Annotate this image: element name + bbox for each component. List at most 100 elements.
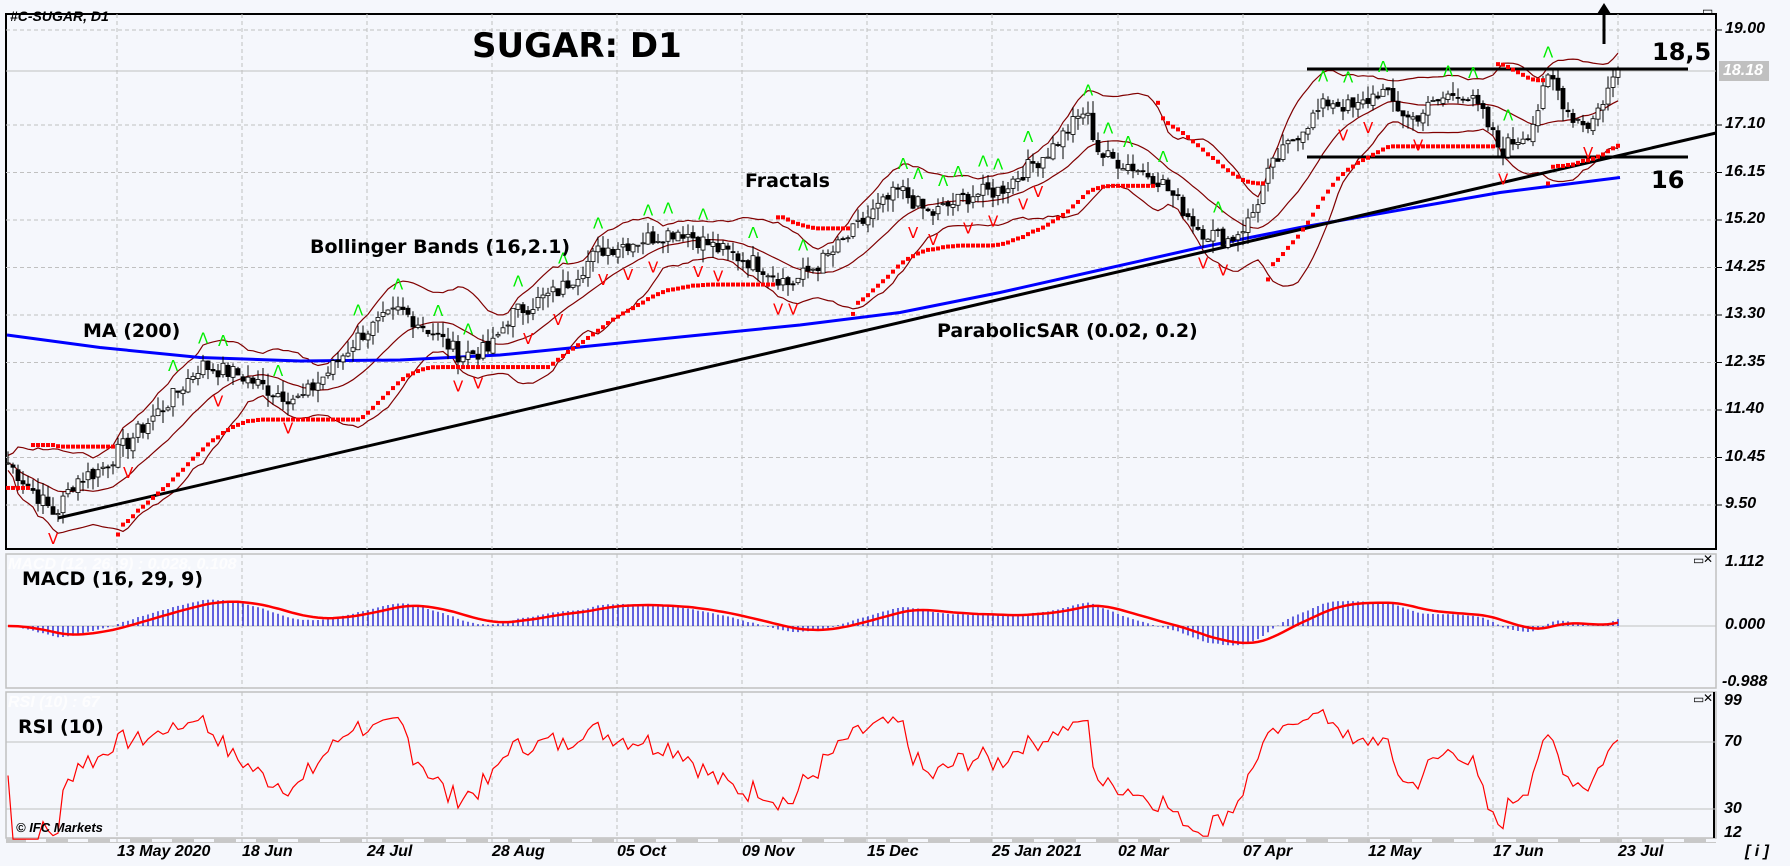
sar-dot bbox=[281, 417, 285, 422]
scrollbar-gap bbox=[1160, 839, 1180, 842]
sar-dot bbox=[681, 285, 685, 290]
candle-body bbox=[810, 268, 816, 271]
sar-dot bbox=[46, 443, 50, 448]
scrollbar-gap bbox=[1454, 839, 1474, 842]
candle-body bbox=[210, 369, 216, 372]
time-tick: 05 Oct bbox=[617, 843, 666, 860]
candle-body bbox=[815, 267, 821, 272]
info-button[interactable]: [ i ] bbox=[1745, 843, 1769, 860]
bollinger-lower bbox=[7, 121, 1619, 534]
candle-body bbox=[1515, 142, 1521, 145]
candle-body bbox=[1110, 151, 1116, 159]
sar-dot bbox=[646, 297, 650, 302]
fractal-down-icon: V bbox=[988, 213, 999, 231]
sar-dot bbox=[1246, 179, 1250, 184]
candle-body bbox=[385, 309, 391, 315]
fractal-down-icon: V bbox=[553, 311, 564, 329]
sar-dot bbox=[1166, 121, 1170, 126]
rsi-panel-frame bbox=[5, 691, 1717, 839]
scrollbar-gap bbox=[1496, 839, 1516, 842]
sar-dot bbox=[1216, 159, 1220, 164]
candle-body bbox=[1405, 114, 1411, 118]
candle-body bbox=[1290, 139, 1296, 142]
sar-dot bbox=[1611, 146, 1615, 151]
candle-body bbox=[1350, 97, 1356, 108]
sar-dot bbox=[1571, 162, 1575, 167]
macd-close-icon[interactable]: ✕ bbox=[1703, 552, 1714, 566]
candle-body bbox=[175, 390, 181, 393]
time-tick: 13 May 2020 bbox=[117, 843, 211, 860]
bollinger-middle bbox=[7, 100, 1619, 493]
sar-dot bbox=[556, 357, 560, 362]
candle-body bbox=[1545, 74, 1551, 88]
fractal-down-icon: V bbox=[598, 271, 609, 289]
sar-dot bbox=[731, 282, 735, 287]
candle-body bbox=[470, 350, 476, 355]
macd-maximize-icon[interactable]: ▭ bbox=[1693, 553, 1705, 567]
candle-body bbox=[415, 324, 421, 328]
sar-dot bbox=[331, 417, 335, 422]
rsi-maximize-icon[interactable]: ▭ bbox=[1693, 692, 1705, 706]
fractal-up-icon: Λ bbox=[1443, 63, 1454, 81]
sar-dot bbox=[1416, 144, 1420, 149]
candle-body bbox=[610, 249, 616, 255]
sar-dot bbox=[1306, 220, 1310, 225]
maximize-icon[interactable]: ▭ bbox=[1702, 4, 1714, 18]
sar-dot bbox=[1111, 183, 1115, 188]
scrollbar-gap bbox=[1034, 839, 1054, 842]
candle-body bbox=[805, 265, 811, 272]
sar-dot bbox=[1176, 127, 1180, 132]
candle-body bbox=[1075, 115, 1081, 119]
sar-dot bbox=[471, 365, 475, 370]
sar-dot bbox=[41, 443, 45, 448]
sar-dot bbox=[1596, 154, 1600, 159]
candle-body bbox=[865, 216, 871, 226]
current-price-badge: 18.18 bbox=[1719, 61, 1770, 81]
sar-dot bbox=[791, 220, 795, 225]
candle-body bbox=[750, 255, 756, 271]
sar-dot bbox=[996, 242, 1000, 247]
sar-dot bbox=[291, 417, 295, 422]
fractal-down-icon: V bbox=[283, 419, 294, 437]
sar-dot bbox=[1026, 232, 1030, 237]
sar-dot bbox=[271, 417, 275, 422]
sar-dot bbox=[346, 417, 350, 422]
sar-dot bbox=[781, 215, 785, 220]
rsi-close-icon[interactable]: ✕ bbox=[1703, 691, 1714, 705]
sar-dot bbox=[871, 288, 875, 293]
sar-dot bbox=[31, 443, 35, 448]
sar-dot bbox=[946, 244, 950, 249]
candle-body bbox=[275, 393, 281, 398]
sar-dot bbox=[266, 417, 270, 422]
sar-dot bbox=[691, 283, 695, 288]
fractal-down-icon: V bbox=[1198, 255, 1209, 273]
candle-body bbox=[370, 321, 376, 336]
candle-body bbox=[65, 489, 71, 495]
candle-body bbox=[310, 382, 316, 391]
sar-dot bbox=[211, 438, 215, 443]
sar-dot bbox=[1356, 160, 1360, 165]
sar-dot bbox=[126, 519, 130, 524]
candle-body bbox=[30, 488, 36, 491]
candle-body bbox=[940, 203, 946, 205]
symbol-label: #C-SUGAR, D1 bbox=[10, 8, 109, 24]
candle-body bbox=[95, 469, 101, 478]
candle-body bbox=[990, 187, 996, 198]
fractal-up-icon: Λ bbox=[1378, 58, 1389, 76]
sar-dot bbox=[1376, 150, 1380, 155]
candle-body bbox=[1330, 103, 1336, 109]
candle-body bbox=[935, 206, 941, 215]
candle-body bbox=[1465, 99, 1471, 102]
candle-body bbox=[1575, 118, 1581, 121]
candle-body bbox=[825, 253, 831, 256]
sar-dot bbox=[306, 417, 310, 422]
scrollbar-gap bbox=[362, 839, 382, 842]
candle-body bbox=[5, 462, 11, 465]
scrollbar-gap bbox=[698, 839, 718, 842]
candle-body bbox=[1305, 128, 1311, 135]
sar-dot bbox=[1546, 181, 1550, 186]
candle-body bbox=[1380, 88, 1386, 97]
sar-dot bbox=[321, 417, 325, 422]
sar-dot bbox=[966, 243, 970, 248]
sar-dot bbox=[1001, 241, 1005, 246]
